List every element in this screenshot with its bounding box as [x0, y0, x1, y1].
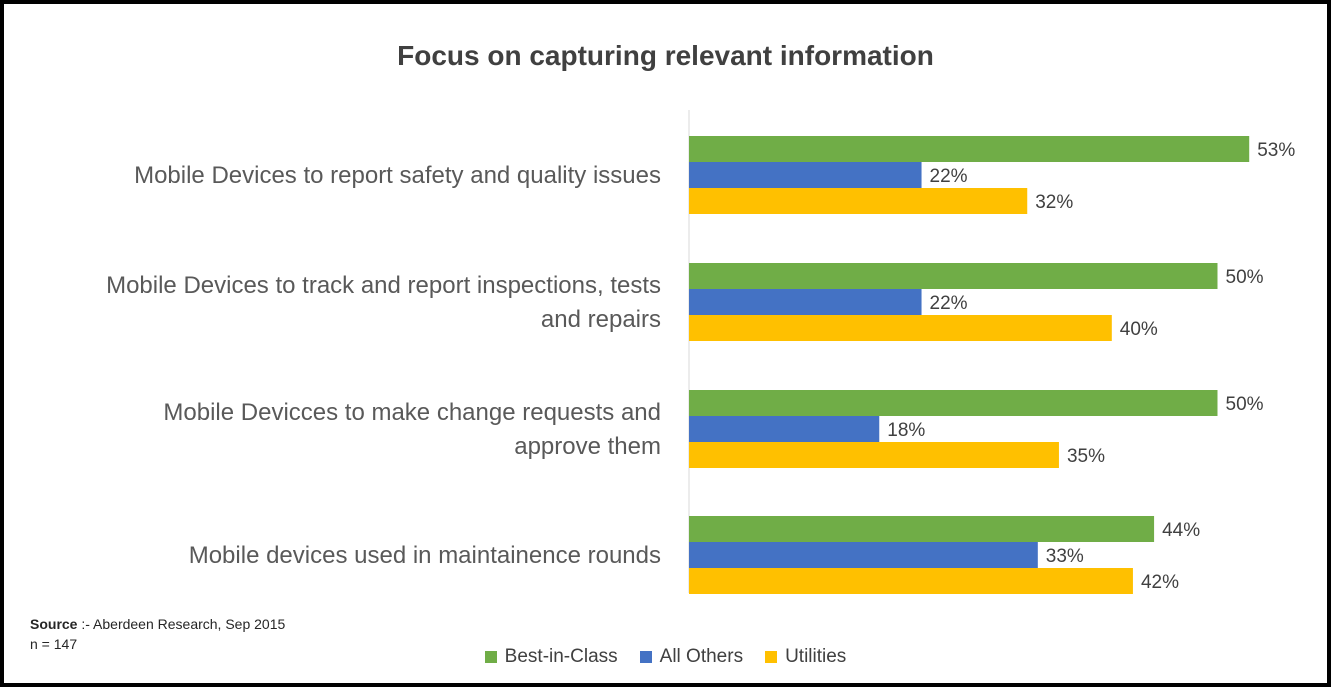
data-label: 53% [1257, 140, 1295, 161]
category-label: Mobile Devices to track and report inspe… [106, 272, 661, 333]
data-label: 35% [1067, 446, 1105, 467]
legend-swatch [484, 651, 497, 663]
chart-title: Focus on capturing relevant information [397, 40, 934, 71]
bar [689, 568, 1133, 594]
category-label: Mobile devices used in maintainence roun… [189, 542, 661, 569]
data-label: 50% [1226, 267, 1264, 288]
category-label: Mobile Devices to report safety and qual… [134, 162, 661, 189]
data-label: 50% [1226, 394, 1264, 415]
category-label: Mobile Devicces to make change requests … [163, 399, 661, 460]
data-label: 22% [930, 166, 968, 187]
sample-size: n = 147 [30, 636, 78, 652]
legend-swatch [765, 651, 778, 663]
legend-label: Utilities [785, 646, 847, 667]
bar [689, 516, 1155, 542]
legend-item: All Others [639, 646, 744, 668]
legend-item: Utilities [765, 646, 846, 668]
source-text: :- Aberdeen Research, Sep 2015 [77, 616, 286, 632]
legend-label: All Others [659, 646, 744, 667]
bar [689, 263, 1218, 289]
legend: Best-in-Class All Others Utilities [0, 646, 1331, 668]
data-label: 42% [1141, 572, 1179, 593]
data-label: 44% [1162, 520, 1200, 541]
data-label: 32% [1035, 192, 1073, 213]
bar [689, 542, 1038, 568]
source-label: Source [30, 616, 78, 632]
bar [689, 442, 1059, 468]
bar [689, 188, 1028, 214]
bar [689, 162, 922, 188]
bar [689, 390, 1218, 416]
data-label: 22% [930, 293, 968, 314]
bar [689, 136, 1250, 162]
bar [689, 416, 880, 442]
bar [689, 289, 922, 315]
source-note: Source :- Aberdeen Research, Sep 2015 n … [30, 614, 285, 654]
bar [689, 315, 1112, 341]
data-label: 40% [1120, 319, 1158, 340]
legend-swatch [639, 651, 652, 663]
legend-item: Best-in-Class [484, 646, 618, 668]
legend-label: Best-in-Class [504, 646, 618, 667]
data-label: 18% [887, 420, 925, 441]
data-label: 33% [1046, 546, 1084, 567]
